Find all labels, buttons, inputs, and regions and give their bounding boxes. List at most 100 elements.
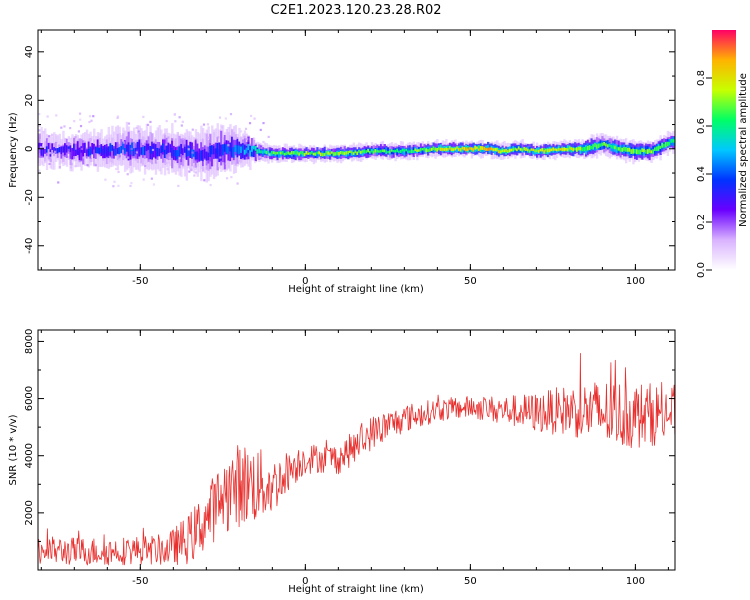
spectrogram-cell — [454, 147, 457, 151]
spectrogram-speckle — [88, 115, 92, 118]
spectrogram-x-label: Height of straight line (km) — [288, 284, 424, 295]
spectrogram-cell — [526, 148, 530, 152]
spectrogram-cell — [408, 150, 412, 153]
spectrogram-cell — [212, 145, 216, 155]
spectrogram-cell — [368, 150, 372, 154]
spectrogram-speckle — [217, 136, 220, 139]
spectrogram-speckle — [244, 127, 248, 130]
spectrogram-cell — [463, 146, 466, 151]
spectrogram-speckle — [236, 182, 239, 185]
spectrogram-y-ticks: -40 -20 0 20 40 — [24, 45, 675, 254]
spectrogram-cell — [499, 150, 503, 154]
spectrogram-cell — [251, 146, 254, 152]
spectrogram-cell — [637, 149, 641, 155]
spectrogram-cell — [653, 147, 657, 152]
y-tick-label: 40 — [24, 45, 35, 58]
spectrogram-cell — [73, 144, 76, 151]
spectrogram-cell — [434, 147, 437, 151]
spectrogram-cell — [523, 146, 526, 151]
spectrogram-cell — [405, 148, 408, 152]
spectrogram-speckle — [165, 119, 168, 123]
spectrogram-cell — [203, 148, 207, 159]
spectrogram-speckle — [46, 115, 49, 118]
spectrogram-cell — [414, 148, 417, 152]
spectrogram-cell — [381, 149, 385, 153]
spectrogram-cell — [294, 151, 297, 155]
spectrogram-cell — [245, 147, 248, 154]
spectrogram-cell — [105, 147, 109, 156]
spectrogram-cell — [91, 148, 94, 155]
spectrogram-cell — [58, 147, 61, 153]
spectrogram-cell — [65, 145, 69, 153]
spectrogram-cell — [270, 150, 274, 155]
spectrogram-cell — [122, 141, 125, 150]
y-tick-label: 20 — [24, 94, 35, 107]
spectrogram-speckle — [112, 185, 115, 188]
spectrogram-speckle — [38, 112, 41, 116]
spectrogram-cell — [64, 145, 67, 152]
spectrogram-speckle — [115, 167, 118, 171]
spectrogram-cell — [303, 153, 307, 157]
spectrogram-cell — [418, 149, 421, 152]
spectrogram-speckle — [187, 148, 190, 151]
spectrogram-cell — [566, 148, 570, 152]
spectrogram-cell — [416, 149, 419, 153]
spectrogram-speckle — [193, 174, 196, 177]
spectrogram-cell — [670, 139, 673, 143]
spectrogram-cell — [53, 147, 56, 153]
spectrogram-cell — [437, 146, 441, 151]
spectrogram-cell — [113, 148, 116, 156]
spectrogram-cell — [321, 153, 325, 157]
spectrogram-cell — [267, 150, 270, 154]
spectrogram-speckle — [129, 184, 132, 188]
spectrogram-cell — [136, 141, 140, 150]
spectrogram-speckle — [151, 148, 155, 152]
spectrogram-cell — [565, 147, 568, 151]
spectrogram-cell — [174, 150, 178, 157]
spectrogram-cell — [490, 147, 494, 151]
spectrogram-cell — [432, 146, 435, 151]
spectrogram-cell — [69, 146, 72, 159]
spectrogram-speckle — [202, 123, 206, 126]
spectrogram-cell — [189, 146, 192, 157]
spectrogram-cell — [74, 149, 78, 157]
spectrogram-cell — [345, 151, 348, 155]
spectrogram-cell — [216, 143, 219, 154]
spectrogram-cell — [221, 144, 225, 156]
spectrogram-cell — [412, 150, 415, 153]
spectrogram-cell — [624, 147, 628, 152]
spectrogram-cell — [372, 150, 376, 154]
spectrogram-speckle — [191, 128, 194, 131]
spectrogram-speckle — [259, 128, 262, 132]
spectrogram-cell — [85, 149, 89, 157]
spectrogram-speckle — [74, 165, 77, 168]
spectrogram-cell — [111, 145, 114, 159]
spectrogram-cell — [289, 152, 292, 156]
spectrogram-cell — [127, 143, 130, 153]
spectrogram-cell — [521, 148, 524, 152]
spectrogram-speckle — [57, 144, 61, 147]
spectrogram-cell — [664, 142, 668, 147]
spectrogram-cell — [539, 148, 543, 152]
spectrogram-cell — [114, 148, 118, 156]
spectrogram-cell — [329, 152, 332, 156]
spectrogram-speckle — [40, 155, 43, 158]
spectrogram-cell — [379, 149, 383, 153]
spectrogram-speckle — [249, 114, 253, 118]
spectrogram-cell — [450, 147, 454, 152]
spectrogram-cell — [349, 150, 352, 153]
spectrogram-speckle — [137, 130, 140, 133]
spectrogram-cell — [336, 151, 339, 155]
spectrogram-cell — [528, 149, 532, 153]
spectrogram-cell — [118, 147, 121, 155]
spectrogram-cell — [283, 152, 287, 156]
spectrogram-cell — [111, 144, 114, 151]
spectrogram-speckle — [178, 156, 181, 160]
spectrogram-cell — [38, 147, 40, 155]
spectrogram-cell — [287, 151, 290, 155]
spectrogram-cell — [494, 148, 497, 152]
spectrogram-cell — [76, 141, 80, 156]
spectrogram-speckle — [48, 162, 51, 165]
snr-x-ticks: -50 0 50 100 — [40, 330, 669, 587]
spectrogram-speckle — [38, 169, 41, 172]
